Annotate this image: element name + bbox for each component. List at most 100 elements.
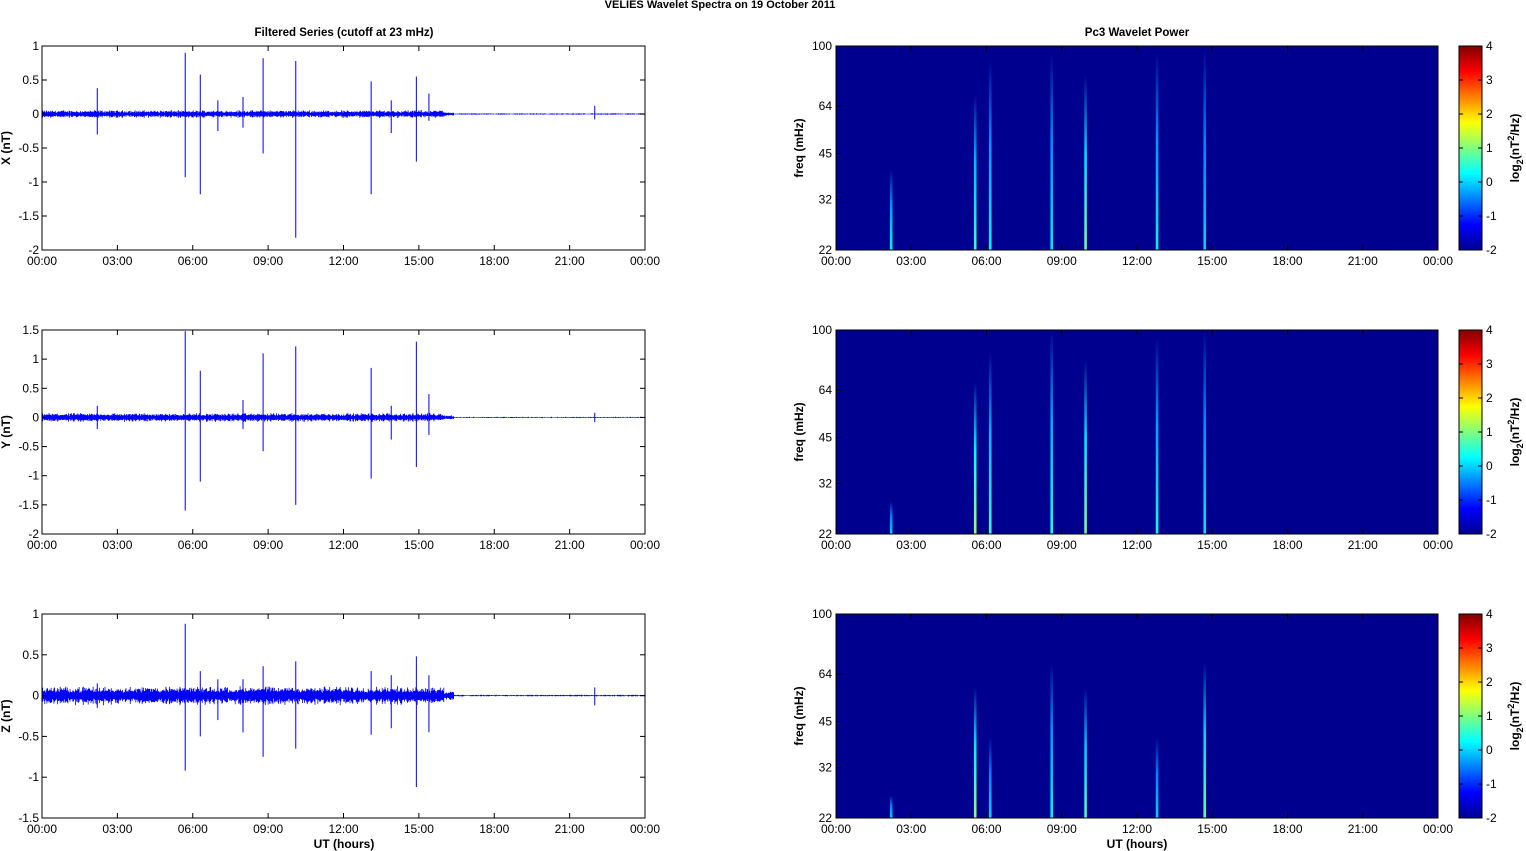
- y-tick-label: 32: [819, 193, 833, 207]
- colorbar-tick-label: 1: [1486, 425, 1493, 439]
- x-tick-label: 00:00: [27, 822, 57, 836]
- colorbar-tick-label: 0: [1486, 743, 1493, 757]
- wavelet-event: [1050, 52, 1054, 250]
- x-tick-label: 06:00: [178, 254, 208, 268]
- x-tick-label: 03:00: [102, 254, 132, 268]
- wavelet-event: [1203, 662, 1207, 818]
- wavelet-event: [988, 351, 992, 534]
- y-tick-label: 0: [32, 689, 39, 703]
- wavelet-event: [1155, 52, 1159, 250]
- y-tick-label: 1: [32, 39, 39, 53]
- series-trace: [41, 686, 646, 706]
- x-tick-label: 18:00: [1272, 822, 1302, 836]
- wavelet-event: [1084, 76, 1087, 250]
- x-tick-label: 06:00: [178, 822, 208, 836]
- y-tick-label: 100: [812, 39, 832, 53]
- wavelet-event: [988, 737, 992, 818]
- colorbar-tick-label: 0: [1486, 175, 1493, 189]
- colorbar-tick-label: -2: [1486, 527, 1497, 541]
- x-tick-label: 06:00: [971, 538, 1001, 552]
- y-tick-label: 100: [812, 607, 832, 621]
- spectrum-background: [836, 330, 1438, 534]
- y-tick-label: 64: [819, 99, 833, 113]
- x-tick-label: 15:00: [1197, 822, 1227, 836]
- wavelet-event: [1203, 48, 1207, 251]
- y-tick-label: -1.5: [18, 209, 39, 223]
- x-tick-label: 21:00: [555, 254, 585, 268]
- wavelet-event: [973, 687, 977, 818]
- x-tick-label: 00:00: [630, 254, 660, 268]
- x-tick-label: 00:00: [1423, 822, 1453, 836]
- y-axis-label: Z (nT): [0, 699, 13, 732]
- wavelet-event: [973, 381, 977, 534]
- x-tick-label: 15:00: [1197, 254, 1227, 268]
- colorbar-tick-label: -1: [1486, 777, 1497, 791]
- y-tick-label: 0: [32, 410, 39, 424]
- y-tick-label: 32: [819, 477, 833, 491]
- x-tick-label: 12:00: [328, 254, 358, 268]
- plot-frame: [41, 45, 646, 251]
- colorbar-tick-label: 3: [1486, 73, 1493, 87]
- right-x-axis-label: UT (hours): [1107, 837, 1168, 851]
- x-tick-label: 12:00: [1122, 822, 1152, 836]
- colorbar-tick-label: 3: [1486, 641, 1493, 655]
- x-tick-label: 09:00: [1047, 254, 1077, 268]
- colorbar-tick-label: 2: [1486, 391, 1493, 405]
- left-column-title: Filtered Series (cutoff at 23 mHz): [255, 27, 434, 39]
- x-tick-label: 00:00: [821, 254, 851, 268]
- colorbar-tick-label: 0: [1486, 459, 1493, 473]
- y-tick-label: 64: [819, 667, 833, 681]
- x-tick-label: 00:00: [821, 822, 851, 836]
- x-tick-label: 09:00: [253, 538, 283, 552]
- y-tick-label: 45: [819, 431, 833, 445]
- colorbar-tick-label: 1: [1486, 141, 1493, 155]
- colorbar-tick-label: -1: [1486, 209, 1497, 223]
- colorbar-tick-label: 2: [1486, 675, 1493, 689]
- x-tick-label: 12:00: [1122, 538, 1152, 552]
- y-tick-label: 22: [819, 811, 833, 825]
- y-tick-label: 100: [812, 323, 832, 337]
- series-trace: [41, 412, 646, 422]
- x-tick-label: 15:00: [404, 538, 434, 552]
- x-tick-label: 18:00: [1272, 254, 1302, 268]
- y-axis-label: freq (mHz): [792, 118, 806, 177]
- left-x-axis-label: UT (hours): [314, 837, 375, 851]
- series-trace: [41, 110, 646, 118]
- wavelet-event: [1084, 687, 1087, 818]
- y-axis-label: Y (nT): [0, 415, 13, 449]
- spectrum-background: [836, 614, 1438, 818]
- x-tick-label: 09:00: [1047, 538, 1077, 552]
- x-tick-label: 21:00: [555, 822, 585, 836]
- wavelet-event: [889, 795, 893, 818]
- wavelet-event: [1155, 737, 1159, 818]
- x-tick-label: 21:00: [1348, 254, 1378, 268]
- x-tick-label: 03:00: [896, 822, 926, 836]
- time-series-panel-y: 1.510.50-0.5-1-1.5-200:00 03:00 06:00 09:00…: [0, 323, 660, 552]
- wavelet-event: [1203, 330, 1207, 534]
- x-tick-label: 00:00: [1423, 538, 1453, 552]
- x-tick-label: 15:00: [1197, 538, 1227, 552]
- colorbar-tick-label: 2: [1486, 107, 1493, 121]
- colorbar-tick-label: -1: [1486, 493, 1497, 507]
- x-tick-label: 00:00: [1423, 254, 1453, 268]
- x-tick-label: 06:00: [178, 538, 208, 552]
- y-tick-label: -1: [28, 770, 39, 784]
- x-tick-label: 18:00: [479, 822, 509, 836]
- x-tick-label: 15:00: [404, 254, 434, 268]
- x-tick-label: 21:00: [1348, 822, 1378, 836]
- x-tick-label: 09:00: [253, 254, 283, 268]
- y-tick-label: 22: [819, 243, 833, 257]
- x-tick-label: 21:00: [1348, 538, 1378, 552]
- wavelet-event: [1155, 336, 1159, 534]
- x-tick-label: 18:00: [479, 538, 509, 552]
- x-tick-label: 12:00: [328, 822, 358, 836]
- colorbar-tick-label: -2: [1486, 243, 1497, 257]
- plot-frame: [41, 329, 646, 535]
- y-tick-label: 22: [819, 527, 833, 541]
- colorbar-tick-label: -2: [1486, 811, 1497, 825]
- y-tick-label: 1: [32, 352, 39, 366]
- wavelet-event: [1084, 360, 1087, 534]
- y-tick-label: 32: [819, 761, 833, 775]
- x-tick-label: 09:00: [1047, 822, 1077, 836]
